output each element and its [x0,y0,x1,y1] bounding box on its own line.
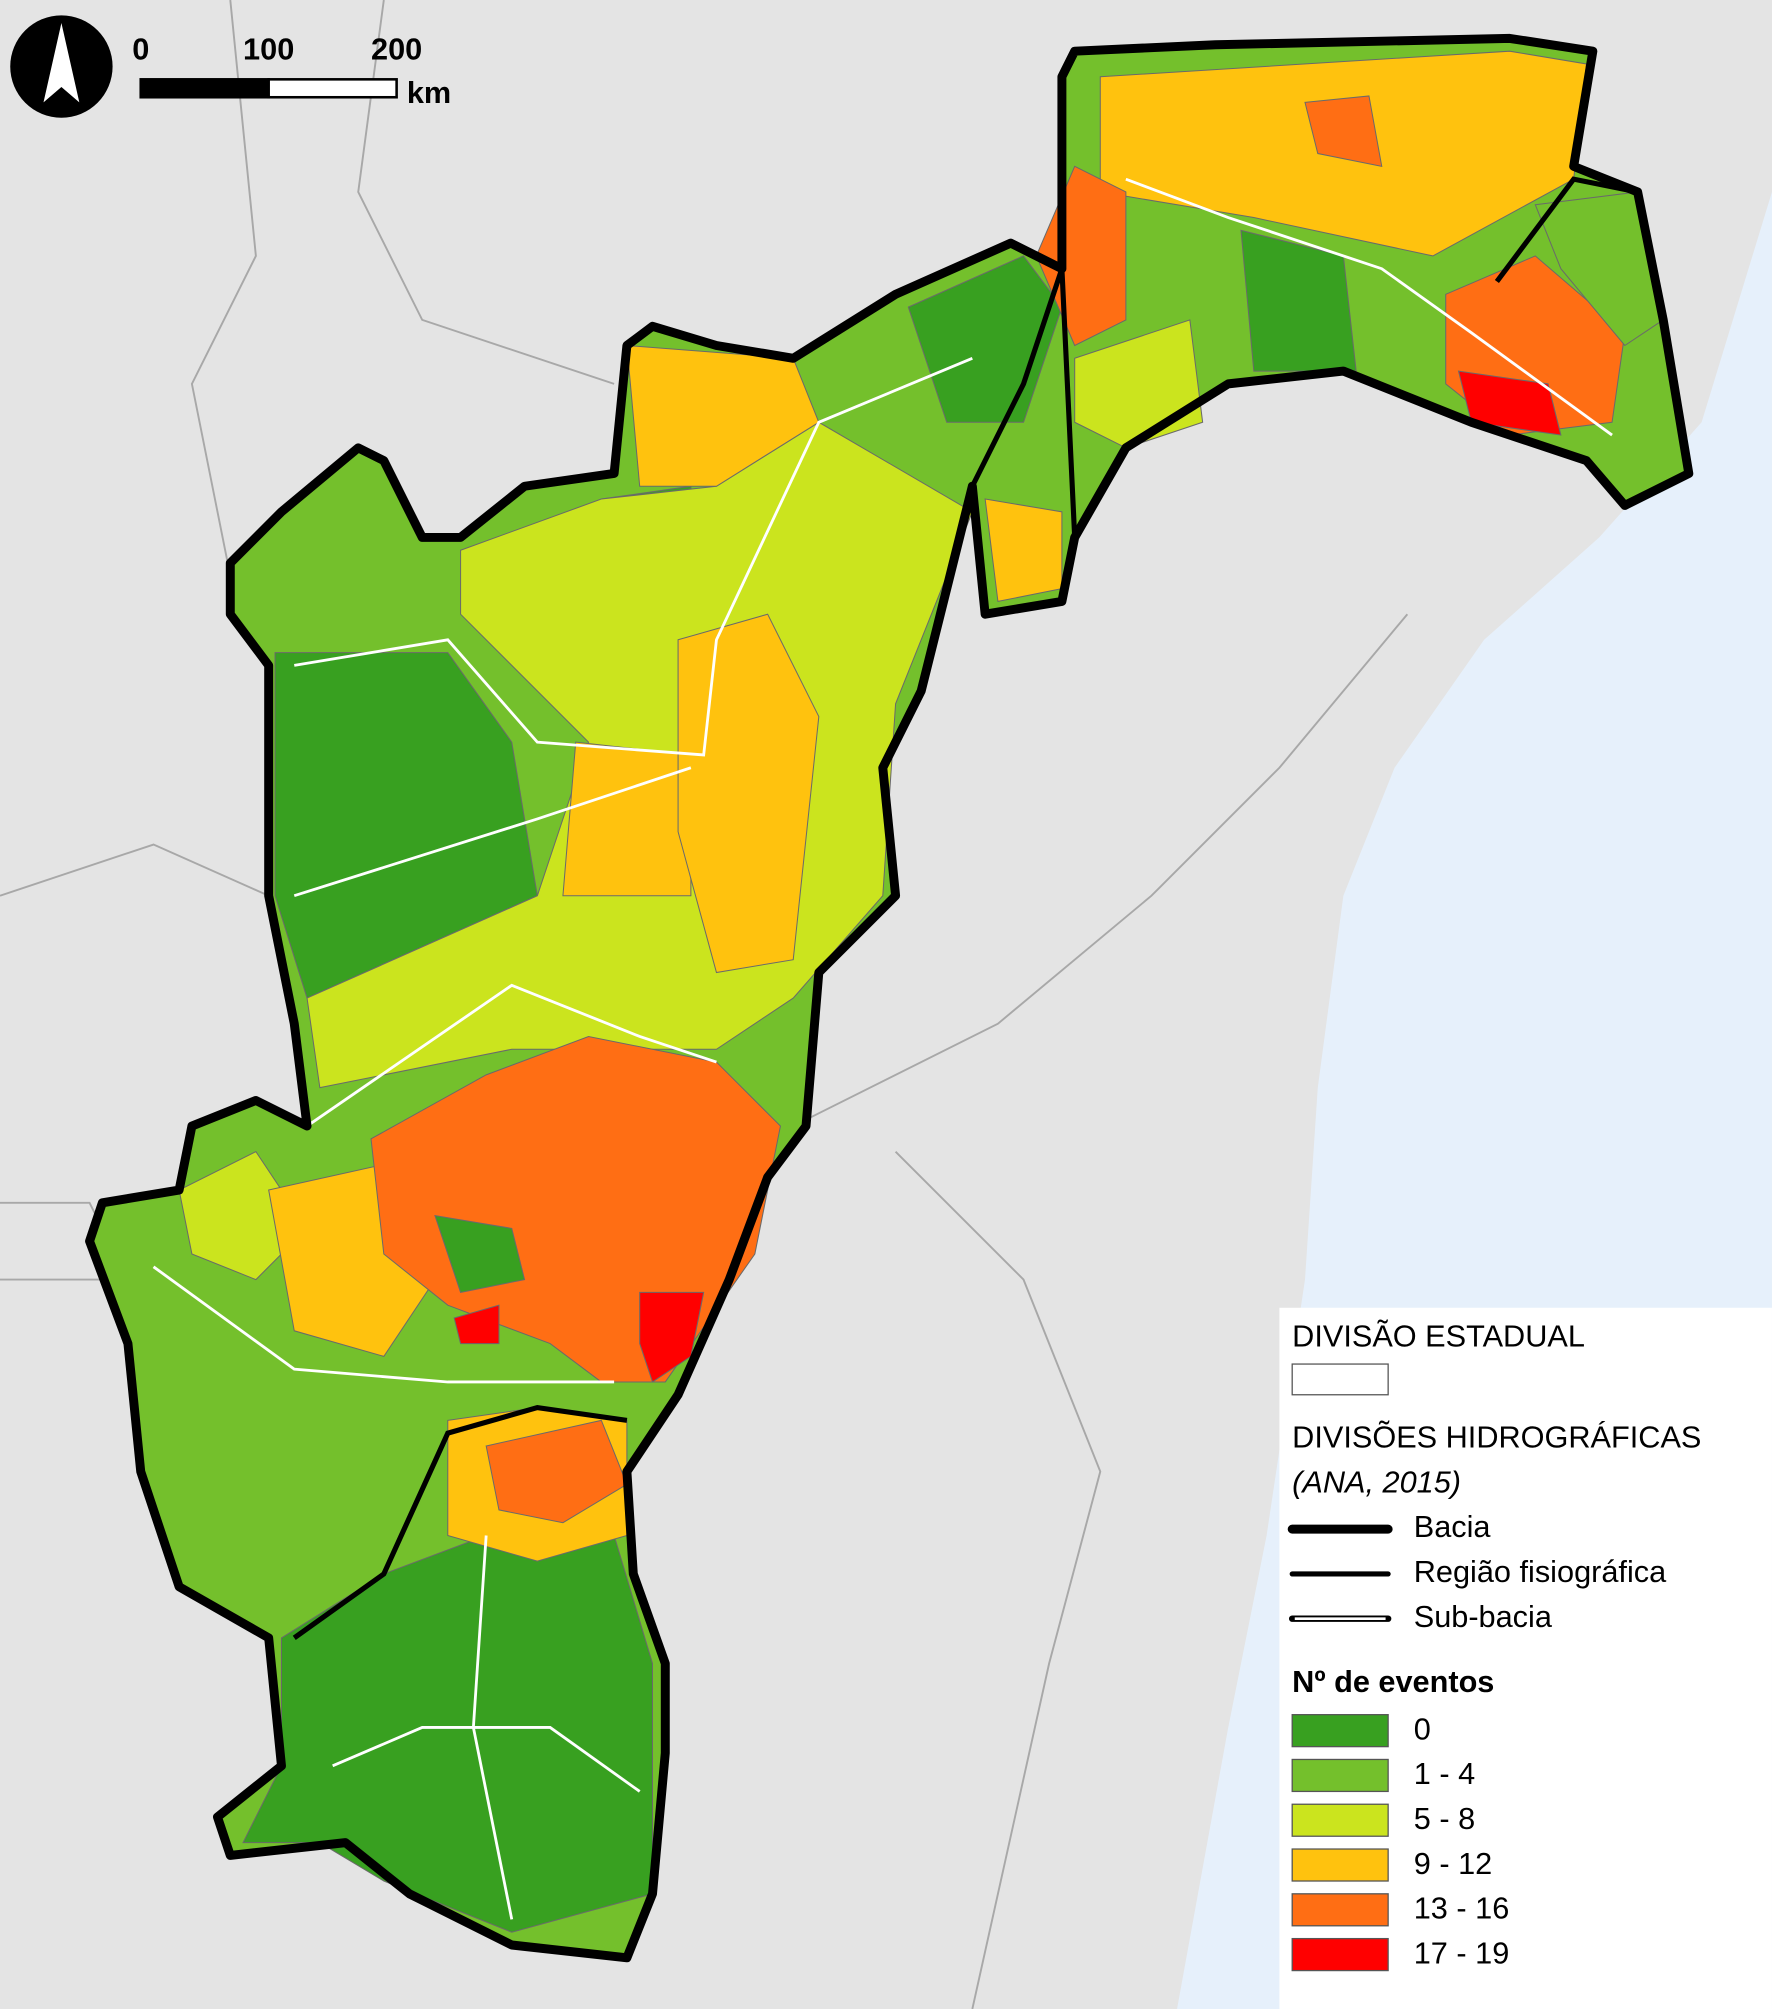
municipality-region [677,613,820,974]
scale-label: 100 [243,31,294,66]
sub-basin-line [293,766,692,898]
scale-label: 0 [132,31,149,66]
municipality-region [1457,370,1562,436]
legend-label: Região fisiográfica [1414,1554,1667,1589]
state-swatch [1291,1363,1389,1396]
sub-basin-line [306,983,717,1128]
legend-label: 0 [1414,1711,1431,1746]
scale-label: 200 [371,31,422,66]
state-border [894,1150,1102,2009]
state-border [0,843,270,897]
municipality-region [1240,229,1357,372]
municipality-region [434,1214,526,1293]
legend: DIVISÃO ESTADUAL DIVISÕES HIDROGRÁFICAS … [1287,1319,1701,1972]
legend-swatch [1291,1758,1389,1793]
legend-label: Bacia [1414,1509,1492,1544]
municipality-region [984,498,1063,603]
municipality-region [485,1419,628,1524]
municipality-region [1534,191,1664,347]
municipality-region [1304,95,1383,167]
north-arrow-needle [43,23,80,103]
legend-heading: DIVISÃO ESTADUAL [1292,1319,1585,1354]
legend-heading: Nº de eventos [1292,1664,1494,1699]
legend-label: 9 - 12 [1414,1846,1492,1881]
sub-basin-line [1125,177,1613,437]
legend-swatch [1291,1937,1389,1972]
scale-unit: km [407,75,451,110]
sub-basin-line [152,1265,615,1384]
sub-basin-line [294,356,973,757]
legend-label: 1 - 4 [1414,1756,1475,1791]
state-border [190,0,257,577]
scale-segment [267,78,398,99]
legend-swatch [1291,1893,1389,1927]
municipality-region [562,741,692,897]
legend-box [1279,1307,1772,2009]
state-border [792,613,1409,1127]
legend-swatch [1291,1714,1389,1748]
legend-label: 13 - 16 [1414,1891,1510,1926]
legend-label: 17 - 19 [1414,1935,1510,1970]
municipality-region [639,1291,705,1383]
municipality-region [453,1304,500,1345]
scale-segment [139,78,270,99]
legend-label: Sub-bacia [1414,1599,1553,1634]
legend-heading: DIVISÕES HIDROGRÁFICAS [1292,1420,1701,1455]
basin-outline [85,33,1694,1963]
legend-label: 5 - 8 [1414,1801,1475,1836]
legend-swatch [1291,1803,1389,1837]
legend-swatch [1291,1848,1389,1882]
sub-basin-line [332,1726,641,1793]
scale-bar: 0 100 200 km [132,31,451,110]
legend-source: (ANA, 2015) [1292,1464,1461,1499]
physio-region [292,1404,628,1640]
